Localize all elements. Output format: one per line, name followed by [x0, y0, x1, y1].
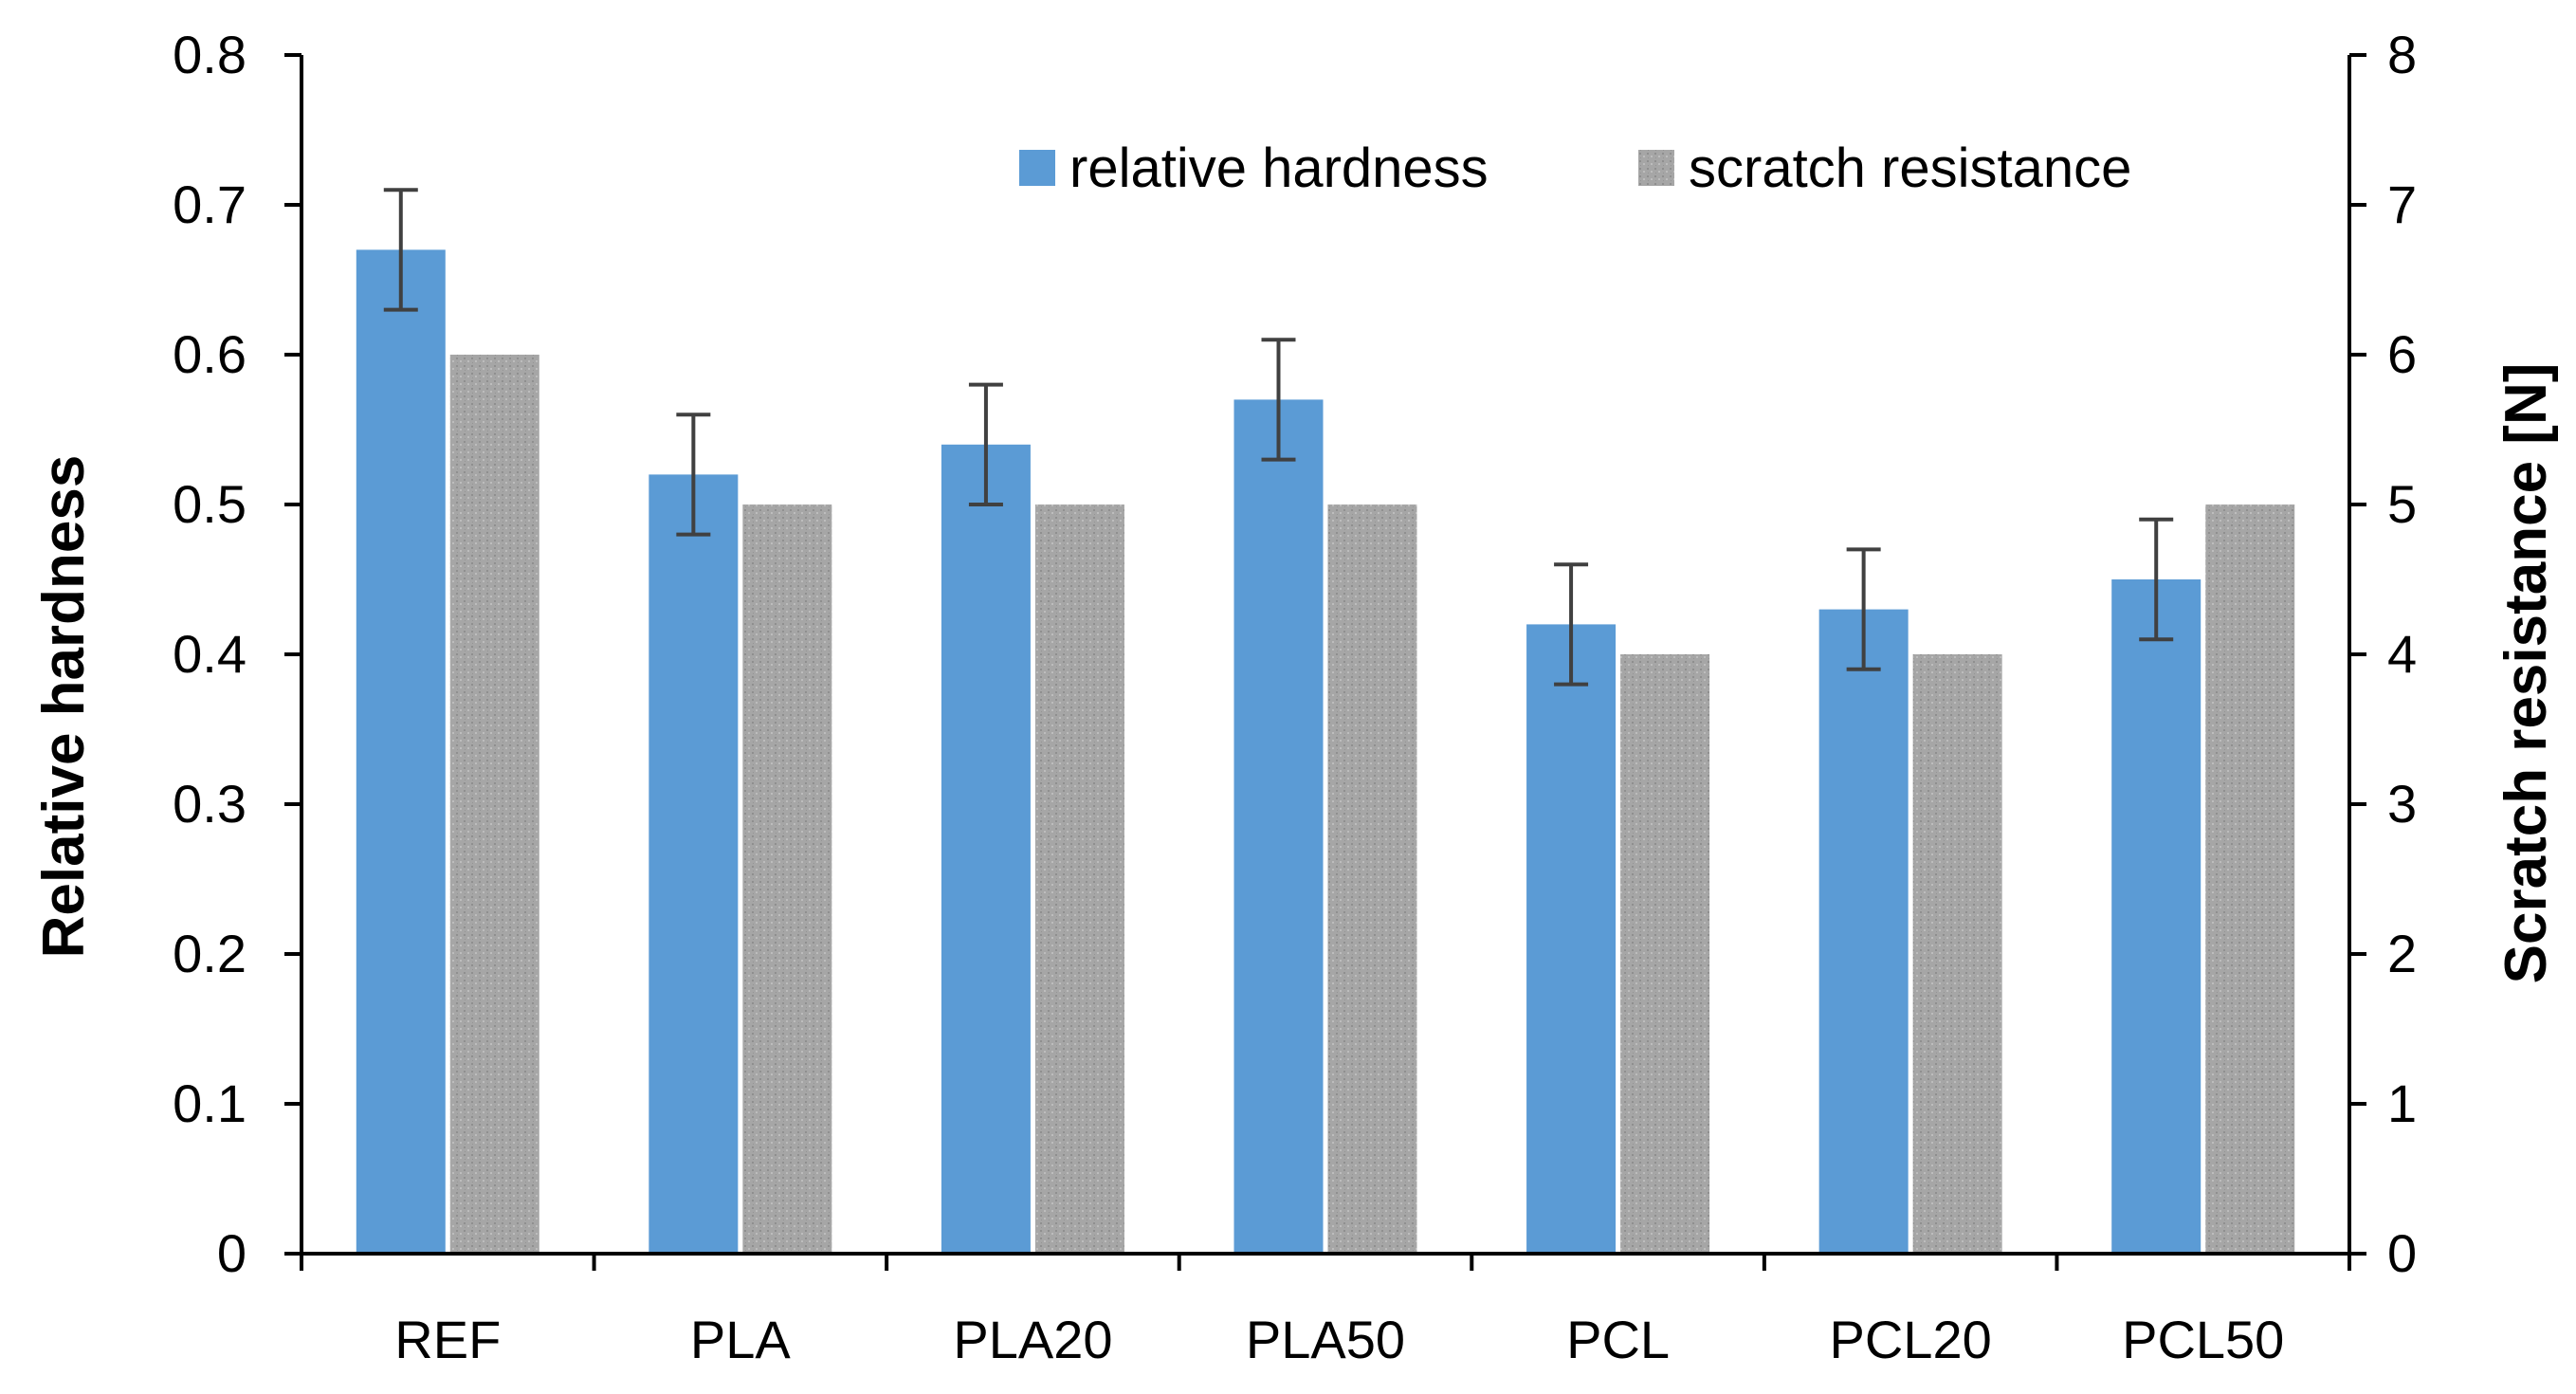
- bar-scratch-resistance-pla: [742, 504, 832, 1254]
- y-tick-label-left-0-5: 0.5: [173, 474, 247, 534]
- y-tick-label-right-2: 2: [2387, 924, 2417, 983]
- bar-relative-hardness-ref: [356, 249, 446, 1254]
- y-tick-label-right-7: 7: [2387, 174, 2417, 234]
- error-bar-pcl: [1554, 562, 1589, 687]
- legend-label-relative-hardness: relative hardness: [1069, 138, 1489, 199]
- y-tick-label-left-0-4: 0.4: [173, 624, 247, 684]
- y-tick-label-left-0-7: 0.7: [173, 174, 247, 234]
- x-tick-label-ref: REF: [394, 1310, 501, 1369]
- y-tick-label-right-5: 5: [2387, 474, 2417, 534]
- bar-relative-hardness-pla: [649, 474, 739, 1254]
- y-tick-label-left-0-6: 0.6: [173, 324, 247, 384]
- bar-scratch-resistance-ref: [449, 355, 539, 1254]
- x-tick-label-pcl20: PCL20: [1830, 1310, 1992, 1369]
- y-tick-label-left-0-2: 0.2: [173, 924, 247, 983]
- bar-scratch-resistance-pcl50: [2205, 504, 2295, 1254]
- bar-relative-hardness-pcl: [1526, 624, 1617, 1254]
- error-bar-pla50: [1261, 338, 1296, 462]
- error-bar-ref: [383, 188, 418, 312]
- y-tick-label-left-0-3: 0.3: [173, 774, 247, 834]
- x-tick-label-pcl: PCL: [1566, 1310, 1670, 1369]
- error-bar-pcl50: [2139, 517, 2174, 642]
- x-tick-label-pla20: PLA20: [953, 1310, 1112, 1369]
- y-tick-label-right-4: 4: [2387, 624, 2417, 684]
- bar-scratch-resistance-pla50: [1327, 504, 1417, 1254]
- error-bar-pla20: [968, 382, 1003, 506]
- y-tick-label-right-0: 0: [2387, 1223, 2417, 1283]
- y-tick-label-left-0-1: 0.1: [173, 1073, 247, 1133]
- error-bar-pla: [676, 413, 711, 537]
- y-tick-label-right-6: 6: [2387, 324, 2417, 384]
- bar-relative-hardness-pcl20: [1818, 609, 1909, 1254]
- y-tick-label-right-8: 8: [2387, 25, 2417, 84]
- y-tick-label-right-1: 1: [2387, 1073, 2417, 1133]
- legend: relative hardness scratch resistance: [1019, 138, 2131, 199]
- error-bar-pcl20: [1846, 547, 1881, 671]
- legend-swatch-relative-hardness: [1019, 150, 1055, 186]
- bar-scratch-resistance-pcl20: [1912, 654, 2002, 1254]
- bar-scratch-resistance-pla20: [1034, 504, 1124, 1254]
- bar-scratch-resistance-pcl: [1620, 654, 1710, 1254]
- y-tick-label-left-0: 0: [217, 1223, 247, 1283]
- legend-label-scratch-resistance: scratch resistance: [1689, 138, 2131, 199]
- x-tick-label-pla: PLA: [690, 1310, 791, 1369]
- y-tick-label-left-0-8: 0.8: [173, 25, 247, 84]
- y-axis-title-left: Relative hardness: [31, 455, 97, 959]
- bar-relative-hardness-pla20: [941, 444, 1031, 1254]
- x-tick-label-pla50: PLA50: [1246, 1310, 1405, 1369]
- bar-relative-hardness-pla50: [1233, 399, 1324, 1254]
- legend-swatch-scratch-resistance: [1638, 150, 1674, 186]
- y-tick-label-right-3: 3: [2387, 774, 2417, 834]
- y-axis-title-right: Scratch resistance [N]: [2494, 363, 2559, 984]
- bar-relative-hardness-pcl50: [2111, 579, 2201, 1254]
- x-tick-label-pcl50: PCL50: [2122, 1310, 2284, 1369]
